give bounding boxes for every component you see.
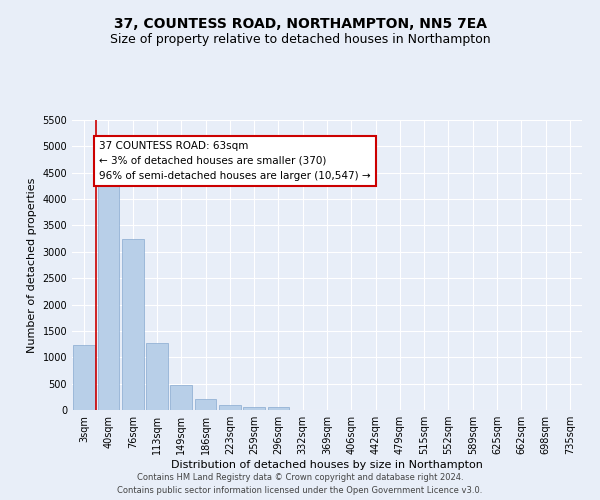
Bar <box>73 345 95 410</box>
Text: Contains public sector information licensed under the Open Government Licence v3: Contains public sector information licen… <box>118 486 482 495</box>
Bar <box>194 400 217 410</box>
Y-axis label: Number of detached properties: Number of detached properties <box>27 178 37 352</box>
Text: Contains HM Land Registry data © Crown copyright and database right 2024.: Contains HM Land Registry data © Crown c… <box>137 474 463 482</box>
Bar <box>170 384 192 410</box>
X-axis label: Distribution of detached houses by size in Northampton: Distribution of detached houses by size … <box>171 460 483 470</box>
Text: 37 COUNTESS ROAD: 63sqm
← 3% of detached houses are smaller (370)
96% of semi-de: 37 COUNTESS ROAD: 63sqm ← 3% of detached… <box>99 141 370 180</box>
Text: Size of property relative to detached houses in Northampton: Size of property relative to detached ho… <box>110 32 490 46</box>
Bar <box>122 238 143 410</box>
Bar <box>219 404 241 410</box>
Bar <box>146 342 168 410</box>
Bar <box>243 406 265 410</box>
Bar <box>97 186 119 410</box>
Bar <box>268 407 289 410</box>
Text: 37, COUNTESS ROAD, NORTHAMPTON, NN5 7EA: 37, COUNTESS ROAD, NORTHAMPTON, NN5 7EA <box>113 18 487 32</box>
